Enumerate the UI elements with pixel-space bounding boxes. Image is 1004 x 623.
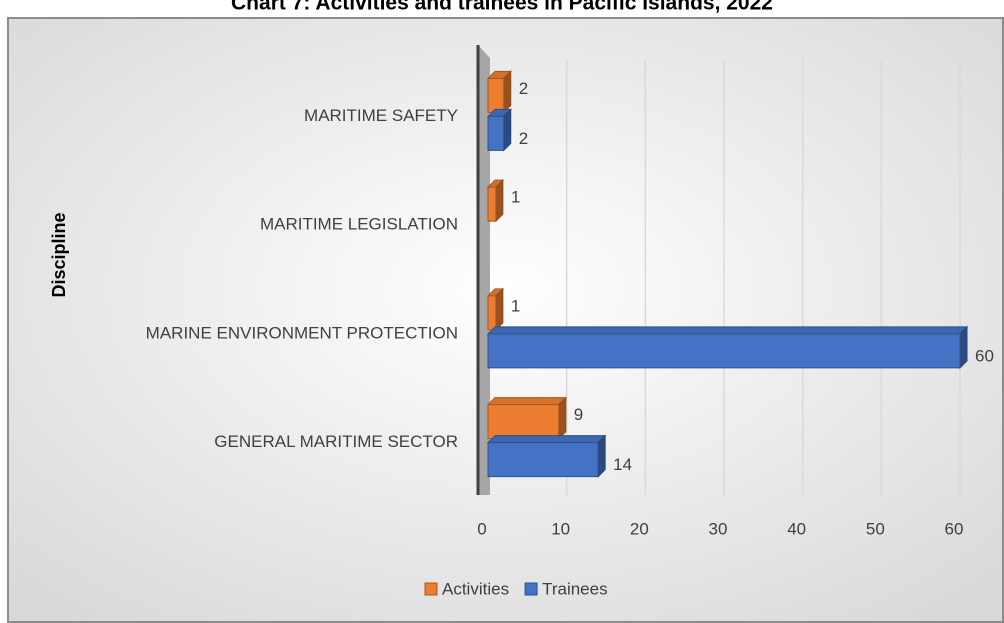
- bar: [487, 404, 560, 440]
- bar: [487, 186, 497, 222]
- bar-side: [503, 108, 512, 152]
- legend-label: Activities: [442, 579, 509, 598]
- bar-side: [503, 70, 512, 114]
- data-label: 60: [975, 346, 994, 365]
- x-tick-label: 60: [945, 519, 964, 538]
- x-tick-label: 50: [866, 519, 885, 538]
- bar-side: [495, 287, 504, 332]
- bar: [487, 77, 505, 113]
- x-tick-label: 0: [477, 519, 486, 538]
- bar: [487, 295, 497, 331]
- axis-wall: [478, 45, 490, 495]
- bar-top: [486, 435, 607, 444]
- y-tick-label: MARITIME SAFETY: [304, 106, 458, 125]
- chart-title: Chart 7: Activities and trainees in Paci…: [231, 0, 773, 15]
- data-label: 2: [519, 79, 528, 98]
- x-tick-label: 30: [709, 519, 728, 538]
- x-tick-label: 20: [630, 519, 649, 538]
- bar: [487, 333, 961, 369]
- bar-side: [558, 396, 567, 440]
- x-tick-label: 10: [551, 519, 570, 538]
- x-tick-label: 40: [787, 519, 806, 538]
- data-label: 9: [574, 405, 583, 424]
- bar-side: [959, 325, 968, 370]
- y-tick-label: MARINE ENVIRONMENT PROTECTION: [146, 323, 458, 342]
- legend-swatch: [424, 582, 438, 596]
- data-label: 1: [511, 296, 520, 315]
- y-tick-label: GENERAL MARITIME SECTOR: [214, 432, 458, 451]
- data-label: 14: [613, 455, 632, 474]
- data-label: 2: [519, 129, 528, 148]
- legend-swatch: [524, 582, 538, 596]
- bar: [487, 442, 599, 478]
- y-axis-title: Discipline: [49, 212, 69, 297]
- legend-label: Trainees: [542, 579, 608, 598]
- data-label: 1: [511, 188, 520, 207]
- bar: [487, 115, 505, 151]
- bar-side: [495, 178, 504, 223]
- y-tick-label: MARITIME LEGISLATION: [260, 215, 458, 234]
- bar-top: [486, 326, 969, 335]
- bar-top: [486, 397, 568, 406]
- bar-side: [597, 434, 606, 478]
